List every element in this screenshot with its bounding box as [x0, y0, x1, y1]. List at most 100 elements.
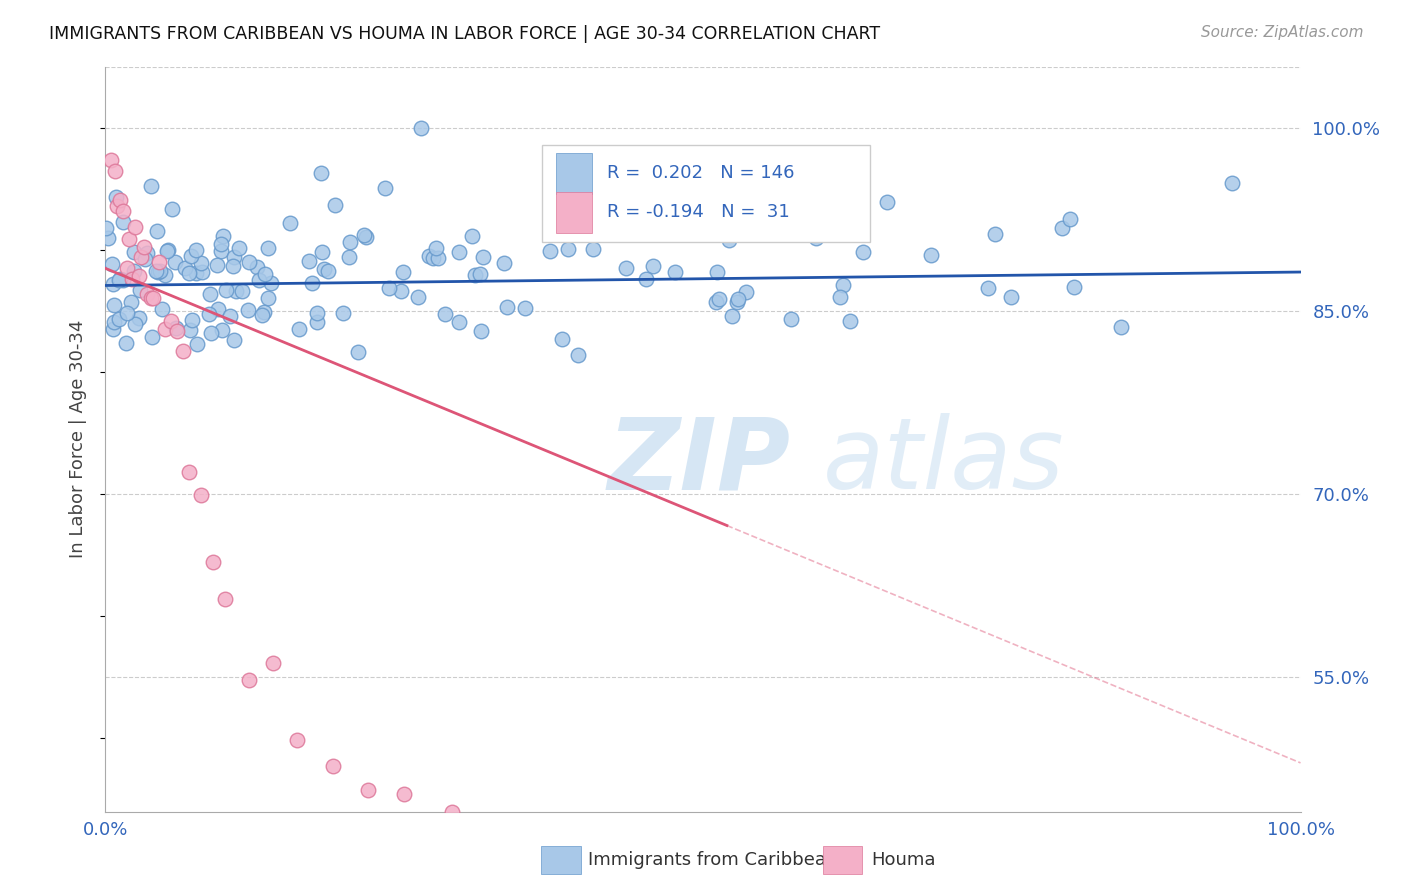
Point — [321, 759, 344, 773]
Text: ZIP: ZIP — [607, 413, 790, 510]
Point — [288, 322, 311, 336]
Point — [97, 231, 120, 245]
Point — [253, 305, 276, 319]
Point — [309, 166, 332, 180]
Point — [118, 232, 141, 246]
Point — [139, 292, 162, 306]
Point — [238, 255, 260, 269]
Point — [567, 348, 589, 362]
Point — [108, 272, 131, 286]
Point — [1059, 211, 1081, 226]
Point — [214, 283, 236, 297]
Point — [222, 250, 245, 264]
Point — [165, 254, 187, 268]
Point — [374, 181, 396, 195]
Point — [135, 246, 157, 260]
Point — [145, 224, 167, 238]
Point — [876, 195, 898, 210]
Point — [851, 244, 873, 259]
Point — [219, 309, 242, 323]
Point — [142, 292, 165, 306]
Point — [108, 193, 131, 207]
Point — [392, 787, 416, 801]
Point — [207, 302, 229, 317]
Point — [128, 268, 150, 283]
Text: R =  0.202   N = 146: R = 0.202 N = 146 — [607, 163, 794, 182]
Point — [468, 267, 491, 281]
Point — [121, 272, 143, 286]
Point — [704, 294, 727, 309]
Point — [260, 277, 283, 291]
Point — [129, 283, 152, 297]
Point — [422, 251, 444, 265]
Point — [253, 267, 276, 281]
Point — [440, 805, 463, 819]
Point — [323, 198, 346, 212]
Point — [307, 315, 329, 329]
Point — [122, 244, 145, 259]
Point — [231, 285, 253, 299]
Point — [198, 306, 221, 320]
Point — [727, 292, 749, 306]
Point — [406, 290, 429, 304]
Point — [166, 324, 188, 338]
Point — [464, 268, 486, 282]
Point — [101, 321, 124, 335]
Point — [146, 265, 169, 279]
Point — [173, 261, 195, 276]
Point — [832, 277, 855, 292]
Point — [136, 286, 159, 301]
Point — [285, 733, 308, 747]
Point — [411, 120, 433, 135]
Point — [357, 782, 380, 797]
Point — [211, 322, 233, 336]
Text: Source: ZipAtlas.com: Source: ZipAtlas.com — [1201, 25, 1364, 40]
Text: Immigrants from Caribbean: Immigrants from Caribbean — [588, 851, 837, 869]
Point — [153, 321, 177, 335]
Point — [155, 268, 177, 282]
Point — [447, 245, 470, 260]
Point — [103, 315, 125, 329]
Point — [191, 265, 214, 279]
Point — [347, 345, 370, 359]
Point — [228, 240, 250, 254]
Point — [470, 324, 492, 338]
Point — [139, 179, 162, 194]
Point — [214, 592, 236, 607]
Point — [389, 284, 412, 298]
Point — [238, 303, 260, 318]
Point — [160, 313, 183, 327]
Point — [425, 241, 447, 255]
Point — [496, 300, 519, 314]
Point — [186, 337, 208, 351]
Point — [589, 185, 612, 199]
Point — [582, 242, 605, 256]
Point — [332, 306, 354, 320]
Point — [434, 308, 457, 322]
Point — [256, 241, 278, 255]
Point — [706, 224, 728, 238]
Point — [492, 256, 515, 270]
Point — [111, 215, 134, 229]
Point — [984, 227, 1007, 241]
Point — [920, 247, 942, 261]
Point — [278, 216, 301, 230]
Point — [172, 343, 194, 358]
Point — [155, 244, 177, 259]
Point — [96, 221, 118, 235]
Point — [145, 264, 167, 278]
Text: Houma: Houma — [872, 851, 936, 869]
Point — [190, 488, 212, 502]
Point — [262, 657, 284, 671]
Point — [209, 244, 232, 258]
Point — [120, 295, 142, 310]
Point — [614, 260, 637, 275]
Point — [101, 257, 124, 271]
Point — [804, 231, 827, 245]
Point — [312, 261, 335, 276]
Point — [107, 199, 129, 213]
Point — [418, 249, 440, 263]
Point — [1063, 280, 1085, 294]
Point — [222, 333, 245, 347]
Point — [354, 229, 377, 244]
